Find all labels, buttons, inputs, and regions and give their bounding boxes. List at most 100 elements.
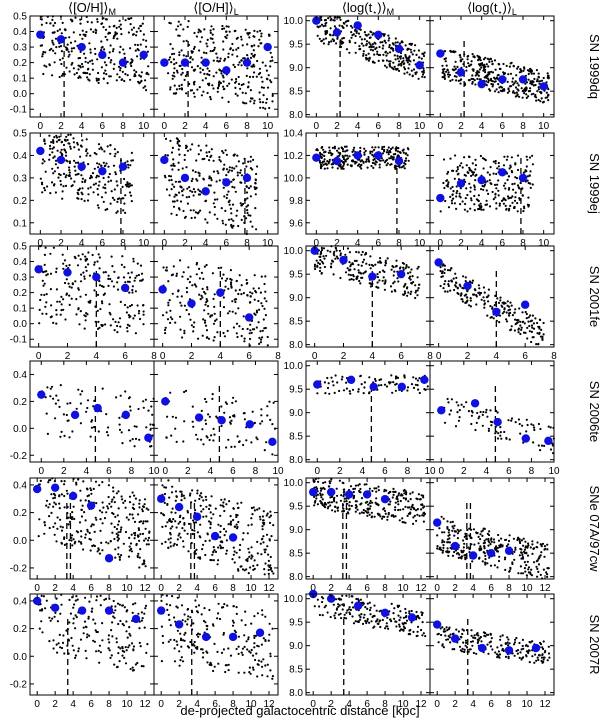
scatter-point: [97, 71, 100, 75]
scatter-point: [183, 329, 186, 332]
scatter-point: [92, 191, 95, 194]
x-tick-label: 10: [121, 583, 133, 594]
scatter-point: [232, 49, 235, 52]
scatter-point: [224, 401, 227, 404]
scatter-point: [494, 68, 497, 71]
scatter-point: [378, 163, 381, 166]
scatter-point: [168, 496, 171, 499]
scatter-point: [52, 172, 55, 175]
scatter-point: [146, 520, 149, 523]
scatter-point: [328, 33, 332, 36]
scatter-point: [487, 65, 490, 68]
scatter-point: [217, 172, 220, 175]
scatter-point: [549, 448, 553, 451]
scatter-point: [87, 163, 90, 166]
scatter-point: [196, 88, 199, 91]
scatter-point: [526, 337, 529, 340]
scatter-point: [385, 54, 388, 57]
scatter-point: [320, 496, 323, 499]
scatter-point: [96, 293, 100, 296]
scatter-point: [258, 91, 261, 94]
scatter-point: [68, 520, 72, 524]
scatter-point: [452, 277, 455, 280]
scatter-point: [182, 440, 185, 443]
column-header-2: ⟨log(t⋆)⟩M: [342, 0, 394, 17]
x-tick-label: 4: [370, 351, 376, 362]
scatter-point: [96, 58, 99, 61]
scatter-point: [240, 334, 243, 338]
scatter-point: [514, 323, 517, 326]
scatter-point: [220, 540, 223, 543]
scatter-point: [96, 162, 99, 165]
scatter-point: [487, 71, 490, 74]
scatter-point: [212, 75, 215, 78]
scatter-point: [251, 410, 254, 413]
scatter-point: [319, 494, 322, 497]
panel-oh-L: 0 2 4 6 8 10: [153, 132, 279, 249]
scatter-point: [521, 424, 524, 427]
scatter-point: [230, 180, 233, 183]
scatter-point: [232, 224, 235, 227]
scatter-point: [50, 511, 53, 514]
scatter-point: [128, 182, 131, 185]
scatter-point: [359, 375, 362, 378]
scatter-point: [44, 142, 47, 145]
scatter-point: [259, 42, 262, 45]
scatter-point: [239, 171, 242, 174]
scatter-point: [495, 202, 498, 205]
scatter-point: [103, 292, 106, 295]
scatter-point: [540, 79, 544, 82]
scatter-point: [131, 491, 134, 494]
scatter-point: [139, 81, 142, 84]
scatter-point: [109, 179, 113, 182]
scatter-point: [208, 438, 211, 442]
scatter-point: [447, 181, 450, 184]
scatter-point: [164, 326, 167, 329]
scatter-point: [498, 204, 501, 207]
scatter-point: [447, 280, 450, 283]
scatter-point: [346, 163, 349, 166]
scatter-point: [385, 385, 389, 388]
scatter-point: [380, 517, 384, 520]
scatter-point: [97, 320, 100, 323]
scatter-point: [235, 48, 238, 51]
scatter-point: [116, 514, 119, 517]
scatter-point: [330, 376, 333, 379]
scatter-point: [232, 518, 235, 522]
mean-marker: [436, 49, 445, 58]
scatter-point: [139, 264, 143, 267]
scatter-point: [233, 561, 236, 564]
scatter-point: [333, 25, 336, 28]
scatter-point: [532, 327, 536, 330]
scatter-point: [195, 35, 198, 38]
scatter-point: [114, 320, 117, 323]
scatter-point: [186, 509, 189, 513]
scatter-point: [131, 59, 134, 62]
scatter-point: [359, 165, 362, 168]
scatter-point: [381, 152, 385, 155]
scatter-point: [76, 264, 80, 267]
scatter-point: [176, 295, 179, 298]
scatter-point: [242, 315, 245, 318]
scatter-point: [443, 268, 446, 271]
scatter-point: [465, 187, 468, 190]
scatter-point: [509, 204, 512, 207]
scatter-point: [510, 304, 513, 307]
scatter-point: [206, 67, 209, 70]
scatter-point: [315, 486, 318, 489]
y-tick-label: 0.4: [13, 257, 27, 268]
scatter-point: [201, 296, 204, 299]
scatter-point: [381, 269, 385, 272]
scatter-point: [509, 301, 512, 304]
scatter-point: [507, 197, 510, 200]
scatter-point: [114, 171, 117, 174]
scatter-point: [236, 36, 239, 39]
y-tick-label: 0.1: [13, 304, 27, 315]
scatter-point: [209, 50, 212, 53]
scatter-point: [217, 546, 220, 549]
scatter-point: [44, 246, 47, 249]
scatter-point: [164, 486, 168, 489]
scatter-point: [499, 431, 502, 434]
scatter-point: [485, 74, 488, 78]
scatter-point: [54, 163, 58, 166]
